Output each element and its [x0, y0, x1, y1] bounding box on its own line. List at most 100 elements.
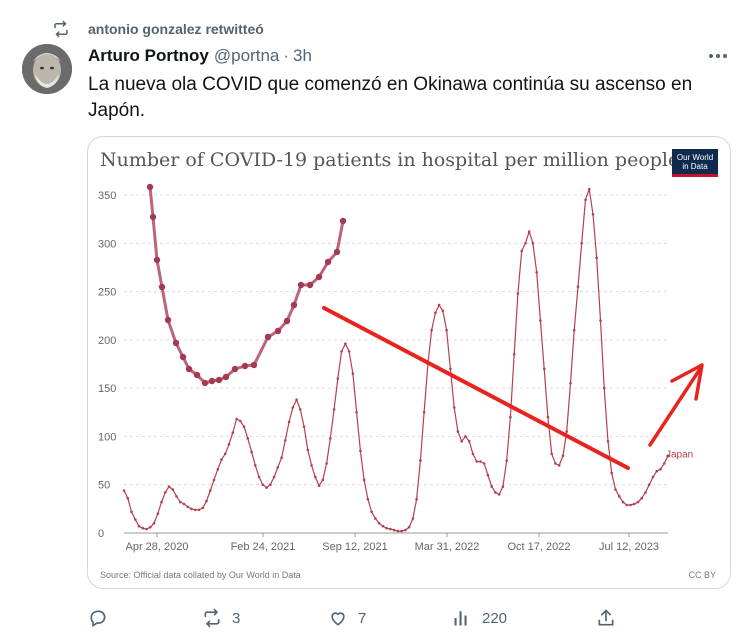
y-tick-label: 50 [98, 480, 110, 492]
series-point [201, 506, 205, 510]
series-point [625, 503, 628, 507]
series-point [662, 462, 666, 465]
series-point [419, 459, 422, 462]
chart-source: Source: Official data collated by Our Wo… [100, 570, 301, 580]
series-point [190, 507, 193, 511]
annotation-arrow-head [670, 363, 704, 401]
retweet-count: 3 [232, 609, 241, 627]
zoom-overlay-point [149, 213, 157, 221]
like-button[interactable]: 7 [328, 608, 366, 628]
series-point [479, 460, 482, 463]
series-point [310, 464, 313, 467]
zoom-overlay-point [208, 377, 216, 385]
series-point [430, 328, 433, 332]
x-tick-label: Mar 31, 2022 [415, 541, 480, 553]
series-point [340, 350, 343, 353]
series-point [636, 500, 640, 504]
series-point [179, 500, 182, 504]
series-point [239, 419, 242, 423]
series-point [359, 449, 362, 453]
series-point [347, 350, 351, 353]
zoom-overlay-line [148, 186, 345, 385]
series-point [647, 483, 651, 487]
series-point [257, 475, 261, 479]
series-point [497, 493, 501, 496]
retweet-button[interactable]: 3 [202, 608, 240, 628]
x-tick-label: Feb 24, 2021 [231, 541, 296, 553]
series-point [287, 420, 291, 424]
series-point [505, 459, 509, 462]
zoom-overlay-point [146, 183, 154, 191]
series-point [434, 311, 437, 315]
series-point [329, 437, 332, 440]
zoom-overlay-point [222, 373, 230, 381]
series-point [400, 529, 403, 533]
annotation-decline-line [322, 306, 630, 470]
owid-logo: Our World in Data [672, 149, 718, 177]
retweet-by-text[interactable]: antonio gonzalez retwitteó [88, 21, 264, 37]
series-point [632, 502, 636, 506]
series-point [629, 503, 632, 507]
zoom-overlay-point [339, 217, 347, 225]
series-point [182, 502, 186, 506]
author-handle[interactable]: @portna [213, 46, 280, 65]
series-point [321, 478, 325, 482]
series-point [606, 440, 610, 443]
series-point [242, 425, 246, 429]
series-point [385, 526, 388, 530]
more-options-button[interactable] [704, 46, 732, 66]
share-button[interactable] [596, 608, 616, 628]
avatar[interactable] [22, 44, 72, 94]
series-point [587, 187, 591, 191]
series-point [640, 496, 643, 500]
series-point [527, 230, 531, 233]
series-point [572, 328, 576, 332]
series-point [584, 198, 587, 202]
timestamp[interactable]: 3h [293, 46, 312, 65]
series-point [284, 439, 287, 442]
series-point [569, 382, 572, 385]
tweet-text: La nueva ola COVID que comenzó en Okinaw… [88, 74, 693, 121]
series-point [576, 285, 580, 288]
series-point [482, 462, 486, 465]
series-point [599, 319, 602, 322]
series-point [494, 491, 497, 494]
chart-license: CC BY [688, 570, 716, 580]
series-point [422, 411, 426, 414]
series-point [122, 489, 126, 492]
zoom-overlay-point [264, 333, 272, 341]
media-card[interactable]: Number of COVID-19 patients in hospital … [87, 136, 731, 589]
zoom-overlay-point [306, 281, 314, 289]
series-point [486, 473, 490, 477]
series-point [280, 456, 283, 460]
author-name[interactable]: Arturo Portnoy [88, 46, 209, 65]
series-point [460, 440, 464, 443]
zoom-overlay-point [179, 353, 187, 361]
series-point [437, 303, 441, 307]
series-point [374, 517, 377, 520]
series-point [160, 500, 163, 504]
series-point [524, 242, 527, 245]
reply-button[interactable] [88, 608, 118, 628]
zoom-overlay-point [297, 281, 305, 289]
chart: Number of COVID-19 patients in hospital … [98, 149, 716, 580]
x-tick-label: Sep 12, 2021 [322, 541, 387, 553]
series-point [550, 452, 553, 456]
series-point [554, 462, 557, 465]
zoom-overlay-point [315, 273, 323, 281]
series-point [467, 440, 471, 443]
views-button[interactable]: 220 [452, 608, 507, 628]
series-point [149, 525, 152, 529]
retweet-icon [54, 20, 68, 38]
series-label-japan: Japan [666, 450, 693, 461]
retweet-icon [204, 608, 220, 628]
series-point [212, 478, 216, 482]
series-point [355, 411, 358, 414]
series-point [141, 526, 145, 530]
series-point [306, 448, 310, 452]
tweet-header: Arturo Portnoy @portna · 3h [88, 46, 312, 66]
series-point [396, 529, 400, 533]
series-point [336, 377, 340, 380]
series-point [602, 386, 606, 390]
series-point [595, 256, 598, 260]
